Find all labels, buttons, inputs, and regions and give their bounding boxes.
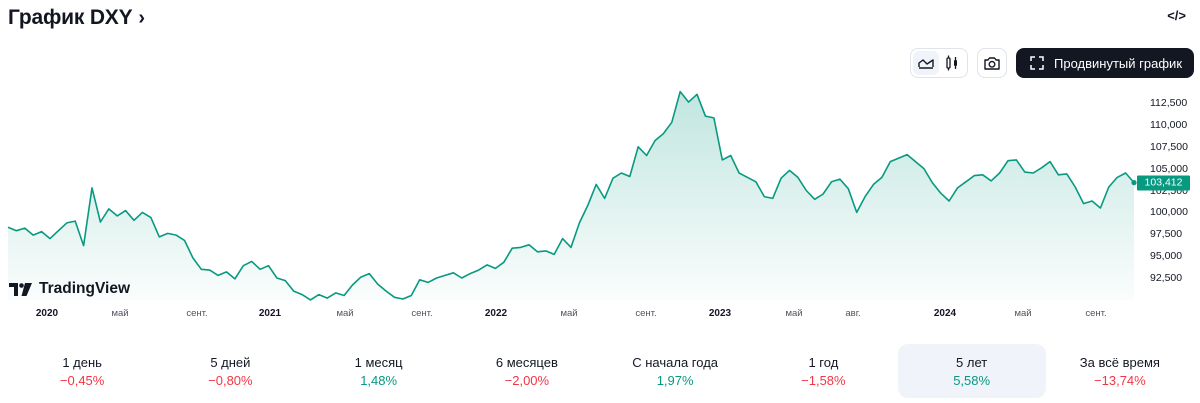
period-label: 6 месяцев [495,354,558,370]
candles-icon [946,55,958,71]
period-change: −13,74% [1094,372,1146,388]
period-tab[interactable]: 6 месяцев −2,00% [453,344,601,398]
time-tick: 2024 [933,308,957,319]
period-change: −1,58% [801,372,846,388]
price-tick: 107,500 [1150,140,1188,153]
time-tick: сент. [1085,308,1107,319]
area-style-button[interactable] [913,51,940,75]
tradingview-logo-text: TradingView [39,280,131,297]
area-chart-icon [918,59,934,69]
period-tab[interactable]: За всё время −13,74% [1046,344,1194,398]
period-change: 1,48% [360,372,398,388]
time-tick: авг. [845,308,861,319]
code-icon: </> [1167,8,1186,23]
period-change: −0,80% [208,372,253,388]
price-tick: 100,000 [1150,206,1188,219]
advanced-chart-label: Продвинутый график [1054,55,1182,71]
page-title[interactable]: График DXY › [8,6,145,30]
time-tick: 2022 [484,308,508,319]
tradingview-logo-icon [9,282,32,296]
period-tab[interactable]: С начала года 1,97% [601,344,749,398]
price-line [7,90,1135,301]
period-label: 5 дней [210,354,251,370]
period-label: 1 месяц [354,354,403,370]
period-tab[interactable]: 5 дней −0,80% [156,344,304,398]
time-tick: 2021 [258,308,282,319]
period-change: −0,45% [59,372,105,388]
chevron-right-icon: › [138,6,145,29]
price-tick: 97,500 [1150,228,1183,241]
period-change: 5,58% [953,372,991,388]
camera-icon [984,56,1000,70]
period-label: 1 год [808,354,839,370]
time-tick: май [111,308,129,319]
price-tick: 95,000 [1150,250,1183,263]
price-tick: 110,000 [1150,118,1188,131]
period-label: 1 день [62,354,102,370]
period-label: За всё время [1079,354,1160,370]
period-tab[interactable]: 5 лет 5,58% [897,344,1046,398]
period-tab[interactable]: 1 день −0,45% [8,344,156,398]
time-tick: сент. [635,308,657,319]
period-label: С начала года [632,354,719,370]
last-price-dot [1131,180,1137,186]
chart-toolbar: Продвинутый график [910,48,1194,78]
price-tick: 105,000 [1150,162,1188,175]
period-label: 5 лет [956,354,988,370]
fullscreen-icon [1030,56,1044,70]
time-tick: май [1014,308,1032,319]
time-tick: 2023 [708,308,732,319]
advanced-chart-button[interactable]: Продвинутый график [1016,48,1194,78]
chart-style-switch [910,48,969,78]
snapshot-button[interactable] [977,48,1008,78]
last-price-badge: 103,412 [1137,175,1190,191]
period-change: 1,97% [656,372,694,388]
price-tick: 92,500 [1150,272,1183,284]
area-fill [8,91,1134,300]
period-tab[interactable]: 1 год −1,58% [749,344,897,398]
time-tick: 2020 [35,308,59,319]
time-tick: май [336,308,354,319]
time-tick: май [785,308,803,319]
time-tick: май [560,308,578,319]
price-tick: 112,500 [1150,97,1188,109]
period-change: −2,00% [504,372,550,388]
time-axis[interactable]: 2020 май сент. 2021 май сент. 2022 май сент. 2023… [0,308,1140,322]
title-text: График DXY [8,6,133,29]
period-selector: 1 день −0,45% 5 дней −0,80% 1 месяц 1,48% 6 ме… [8,344,1194,398]
embed-code-button[interactable]: </> [1167,8,1186,23]
candles-style-button[interactable] [939,51,965,75]
tradingview-logo[interactable]: TradingView [9,280,130,298]
time-tick: сент. [411,308,433,319]
time-tick: сент. [186,308,208,319]
period-tab[interactable]: 1 месяц 1,48% [305,344,453,398]
price-area-chart[interactable] [0,84,1200,324]
